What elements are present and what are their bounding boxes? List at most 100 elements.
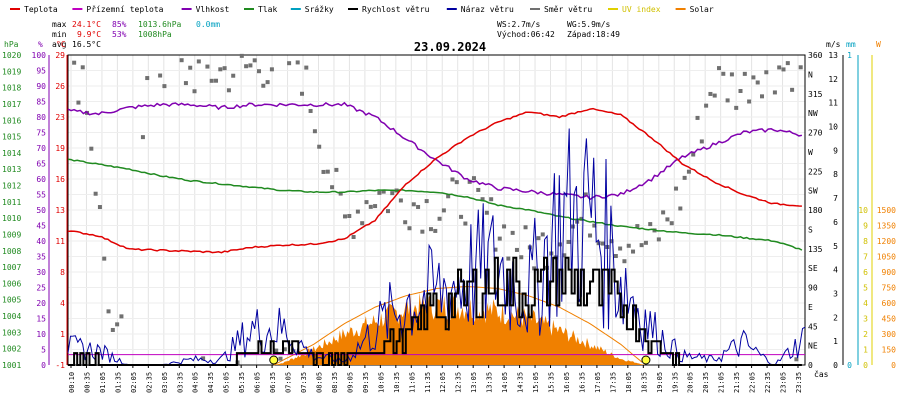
w-tick-label: 750 xyxy=(882,284,897,293)
wind-direction-point xyxy=(674,186,679,191)
pct-tick-label: 95 xyxy=(36,67,46,76)
wind-direction-point xyxy=(764,70,769,75)
dir-tick-label: N xyxy=(808,70,813,79)
w-tick-label: 1200 xyxy=(877,237,896,246)
pct-tick-label: 10 xyxy=(36,330,46,339)
x-tick-label: 19:35 xyxy=(671,372,679,393)
wind-direction-point xyxy=(790,87,795,92)
wind-direction-point xyxy=(523,225,528,230)
wind-direction-point xyxy=(562,253,567,258)
wind-direction-point xyxy=(480,197,485,202)
uv-tick-label: 7 xyxy=(863,253,868,262)
wind-direction-point xyxy=(317,144,322,149)
sunset-marker xyxy=(641,355,651,365)
legend-label-1: Přízemní teplota xyxy=(86,5,163,14)
hpa-tick-label: 1003 xyxy=(2,328,21,337)
ms-unit: m/s xyxy=(826,40,841,49)
wind-direction-point xyxy=(158,73,163,78)
x-tick-label: 15:35 xyxy=(548,372,556,393)
stats-block: max 24.1°C 85% 1013.6hPa 0.0mm min 9.9°C… xyxy=(52,20,620,49)
plot-area xyxy=(67,53,806,366)
x-tick-label: 00:35 xyxy=(83,372,91,393)
wind-direction-point xyxy=(312,129,317,134)
x-tick-label: 13:35 xyxy=(486,372,494,393)
wind-direction-point xyxy=(532,266,537,271)
c-tick-label: 11 xyxy=(55,237,65,246)
pct-tick-label: 55 xyxy=(36,191,46,200)
wind-direction-point xyxy=(145,76,150,81)
ms-tick-label: 4 xyxy=(833,266,838,275)
wind-direction-point xyxy=(248,63,253,68)
wind-direction-point xyxy=(708,91,713,96)
w-tick-label: 900 xyxy=(882,268,897,277)
x-tick-label: 21:35 xyxy=(733,372,741,393)
x-tick-label: 17:05 xyxy=(594,372,602,393)
w-tick-label: 450 xyxy=(882,315,897,324)
x-tick-label: 07:05 xyxy=(285,372,293,393)
dir-tick-label: NE xyxy=(808,342,818,351)
wind-direction-point xyxy=(287,61,292,66)
wind-direction-point xyxy=(398,198,403,203)
hpa-tick-label: 1019 xyxy=(2,67,21,76)
ms-tick-label: 8 xyxy=(833,170,838,179)
wind-direction-point xyxy=(682,175,687,180)
wind-direction-point xyxy=(209,78,214,83)
wind-direction-point xyxy=(299,91,304,96)
legend-label-3: Tlak xyxy=(258,5,277,14)
wind-direction-point xyxy=(588,233,593,238)
x-tick-label: 12:35 xyxy=(455,372,463,393)
w-tick-label: 1050 xyxy=(877,253,896,262)
x-tick-label: 01:35 xyxy=(114,372,122,393)
pct-tick-label: 5 xyxy=(41,346,46,355)
wind-direction-point xyxy=(360,221,365,226)
wind-direction-point xyxy=(656,237,661,242)
c-tick-label: 1 xyxy=(60,330,65,339)
x-tick-label: 02:35 xyxy=(145,372,153,393)
wind-gust-line xyxy=(67,128,806,366)
wind-direction-point xyxy=(205,64,210,69)
wind-direction-point xyxy=(622,259,627,264)
w-tick-label: 1350 xyxy=(877,222,896,231)
stat-min-label: min xyxy=(52,30,67,39)
pct-tick-label: 15 xyxy=(36,315,46,324)
wind-direction-point xyxy=(557,242,562,247)
wind-direction-point xyxy=(514,247,519,252)
wind-direction-point xyxy=(239,53,244,58)
legend-label-7: Směr větru xyxy=(544,5,592,14)
hpa-tick-label: 1007 xyxy=(2,263,21,272)
wind-direction-point xyxy=(377,190,382,195)
ms-tick-label: 0 xyxy=(833,361,838,370)
x-tick-label: 16:35 xyxy=(578,372,586,393)
stat-wg: WG:5.9m/s xyxy=(567,20,611,29)
wind-direction-point xyxy=(717,66,722,71)
w-tick-label: 600 xyxy=(882,299,897,308)
uv-tick-label: 4 xyxy=(863,299,868,308)
wind-direction-point xyxy=(308,108,313,113)
wind-direction-point xyxy=(635,224,640,229)
stat-max-press: 1013.6hPa xyxy=(138,20,182,29)
wind-direction-point xyxy=(665,217,670,222)
legend: Teplota Přízemní teplota Vlhkost Tlak Srážky… xyxy=(10,5,714,14)
wind-direction-point xyxy=(334,167,339,172)
wind-direction-point xyxy=(265,80,270,85)
wind-direction-point xyxy=(609,239,614,244)
wind-direction-point xyxy=(295,60,300,65)
ms-tick-label: 5 xyxy=(833,242,838,251)
wind-direction-point xyxy=(755,80,760,85)
wind-direction-point xyxy=(433,228,438,233)
wind-direction-point xyxy=(420,229,425,234)
stat-avg-temp: 16.5°C xyxy=(72,40,101,49)
dir-tick-label: SW xyxy=(808,187,818,196)
wind-direction-point xyxy=(643,240,648,245)
x-tick-label: 21:05 xyxy=(718,372,726,393)
hpa-tick-label: 1012 xyxy=(2,182,21,191)
stat-max-hum: 85% xyxy=(112,20,127,29)
legend-label-8: UV index xyxy=(622,5,661,14)
ms-tick-label: 1 xyxy=(833,337,838,346)
x-tick-label: 23:05 xyxy=(780,372,788,393)
wind-direction-point xyxy=(231,73,236,78)
wind-direction-point xyxy=(798,65,803,70)
ms-tick-label: 7 xyxy=(833,194,838,203)
pct-tick-label: 0 xyxy=(41,361,46,370)
pct-tick-label: 20 xyxy=(36,299,46,308)
